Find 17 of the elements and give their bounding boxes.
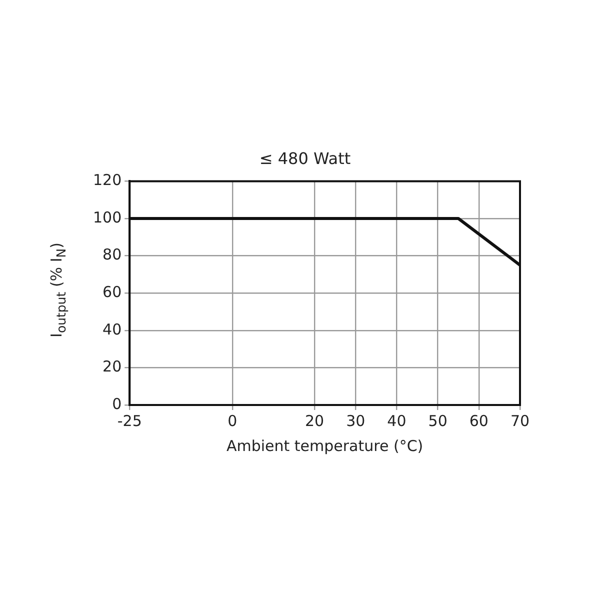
x-axis-title: Ambient temperature (°C) bbox=[226, 436, 424, 455]
x-tick-label: 0 bbox=[228, 412, 238, 430]
y-tick-label: 100 bbox=[92, 208, 122, 226]
x-tick-label: 40 bbox=[387, 412, 406, 430]
x-tick-label: 30 bbox=[346, 412, 366, 430]
x-tick-label: 50 bbox=[428, 412, 448, 430]
y-tick-label: 60 bbox=[102, 282, 122, 301]
chart-title: ≤ 480 Watt bbox=[259, 148, 351, 168]
y-tick-label: 80 bbox=[102, 246, 122, 264]
x-tick-label: 20 bbox=[304, 412, 324, 430]
x-tick-label: 70 bbox=[510, 412, 530, 430]
y-tick-label: 40 bbox=[102, 320, 122, 338]
y-tick-label: 120 bbox=[92, 171, 122, 190]
y-tick-label: 20 bbox=[102, 358, 122, 376]
y-tick-label: 0 bbox=[112, 394, 122, 413]
x-tick-label: 60 bbox=[469, 412, 488, 430]
x-tick-label: -25 bbox=[117, 412, 142, 430]
